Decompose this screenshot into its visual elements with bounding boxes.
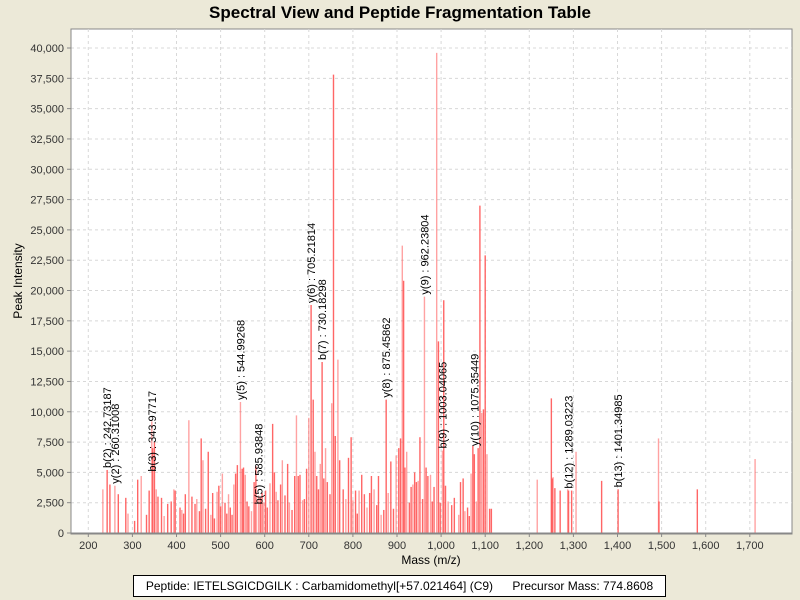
fragment-annotation: y(5) : 544.99268	[235, 320, 247, 400]
y-axis: 0 2,500 5,000 7,500 10,000 12,500 15,000 17,500…	[30, 29, 72, 540]
x-axis: 200 300 400 500 600 700 800 900 1,000 1,100 1,200 1…	[71, 532, 792, 552]
y-tick-label: 7,500	[36, 437, 64, 449]
peptide-info: Peptide: IETELSGICDGILK : Carbamidomethy…	[145, 579, 494, 593]
x-tick-label: 1,400	[604, 540, 632, 552]
y-tick-label: 17,500	[30, 316, 64, 328]
y-tick-label: 35,000	[30, 104, 64, 116]
legend: Peptide: IETELSGICDGILK : Carbamidomethy…	[133, 575, 666, 597]
grid	[71, 29, 792, 533]
y-tick-label: 5,000	[36, 467, 64, 479]
fragment-annotation: b(9) : 1003.04065	[437, 362, 449, 449]
y-tick-label: 22,500	[30, 255, 64, 267]
y-tick-label: 20,000	[30, 286, 64, 298]
plot-area	[70, 28, 793, 535]
fragment-annotation: y(2) : 260.31008	[110, 404, 122, 484]
y-tick-label: 40,000	[30, 43, 64, 55]
x-tick-label: 800	[344, 540, 362, 552]
y-axis-label: Peak Intensity	[11, 243, 25, 318]
fragment-annotation: b(7) : 730.18298	[317, 279, 329, 360]
y-tick-label: 27,500	[30, 195, 64, 207]
chart-title: Spectral View and Peptide Fragmentation …	[209, 3, 591, 22]
x-tick-label: 900	[388, 540, 406, 552]
peaks	[102, 52, 756, 533]
y-tick-label: 12,500	[30, 376, 64, 388]
x-tick-label: 500	[211, 540, 229, 552]
y-tick-label: 15,000	[30, 346, 64, 358]
x-tick-label: 1,100	[471, 540, 499, 552]
fragment-annotation: b(2) : 242.73187	[102, 387, 114, 468]
x-tick-label: 600	[256, 540, 274, 552]
x-axis-label: Mass (m/z)	[401, 553, 460, 567]
fragment-annotation: b(12) : 1289.03223	[564, 396, 576, 489]
fragment-annotation: b(5) : 585.93848	[253, 424, 265, 505]
precursor-mass: Precursor Mass: 774.8608	[512, 579, 654, 593]
x-tick-label: 1,700	[736, 540, 764, 552]
x-tick-label: 700	[300, 540, 318, 552]
x-tick-label: 1,000	[427, 540, 455, 552]
y-tick-label: 37,500	[30, 73, 64, 85]
fragment-annotation: b(3) : 343.97717	[147, 391, 159, 472]
x-tick-label: 200	[79, 540, 97, 552]
fragment-annotation: y(8) : 875.45862	[381, 318, 393, 398]
x-tick-label: 1,300	[560, 540, 588, 552]
fragment-annotation: b(13) : 1401.34985	[613, 394, 625, 487]
x-tick-label: 300	[123, 540, 141, 552]
y-tick-label: 30,000	[30, 164, 64, 176]
y-tick-label: 25,000	[30, 225, 64, 237]
x-tick-label: 1,200	[516, 540, 544, 552]
y-tick-label: 32,500	[30, 134, 64, 146]
fragment-annotation: y(10) : 1075.35449	[469, 354, 481, 446]
x-tick-label: 1,600	[692, 540, 720, 552]
x-tick-label: 400	[167, 540, 185, 552]
fragment-annotation: y(6) : 705.21814	[306, 223, 318, 303]
x-tick-label: 1,500	[648, 540, 676, 552]
y-tick-label: 2,500	[36, 498, 64, 510]
y-tick-label: 10,000	[30, 407, 64, 419]
y-tick-label: 0	[58, 528, 64, 540]
fragment-annotation: y(9) : 962.23804	[419, 214, 431, 294]
